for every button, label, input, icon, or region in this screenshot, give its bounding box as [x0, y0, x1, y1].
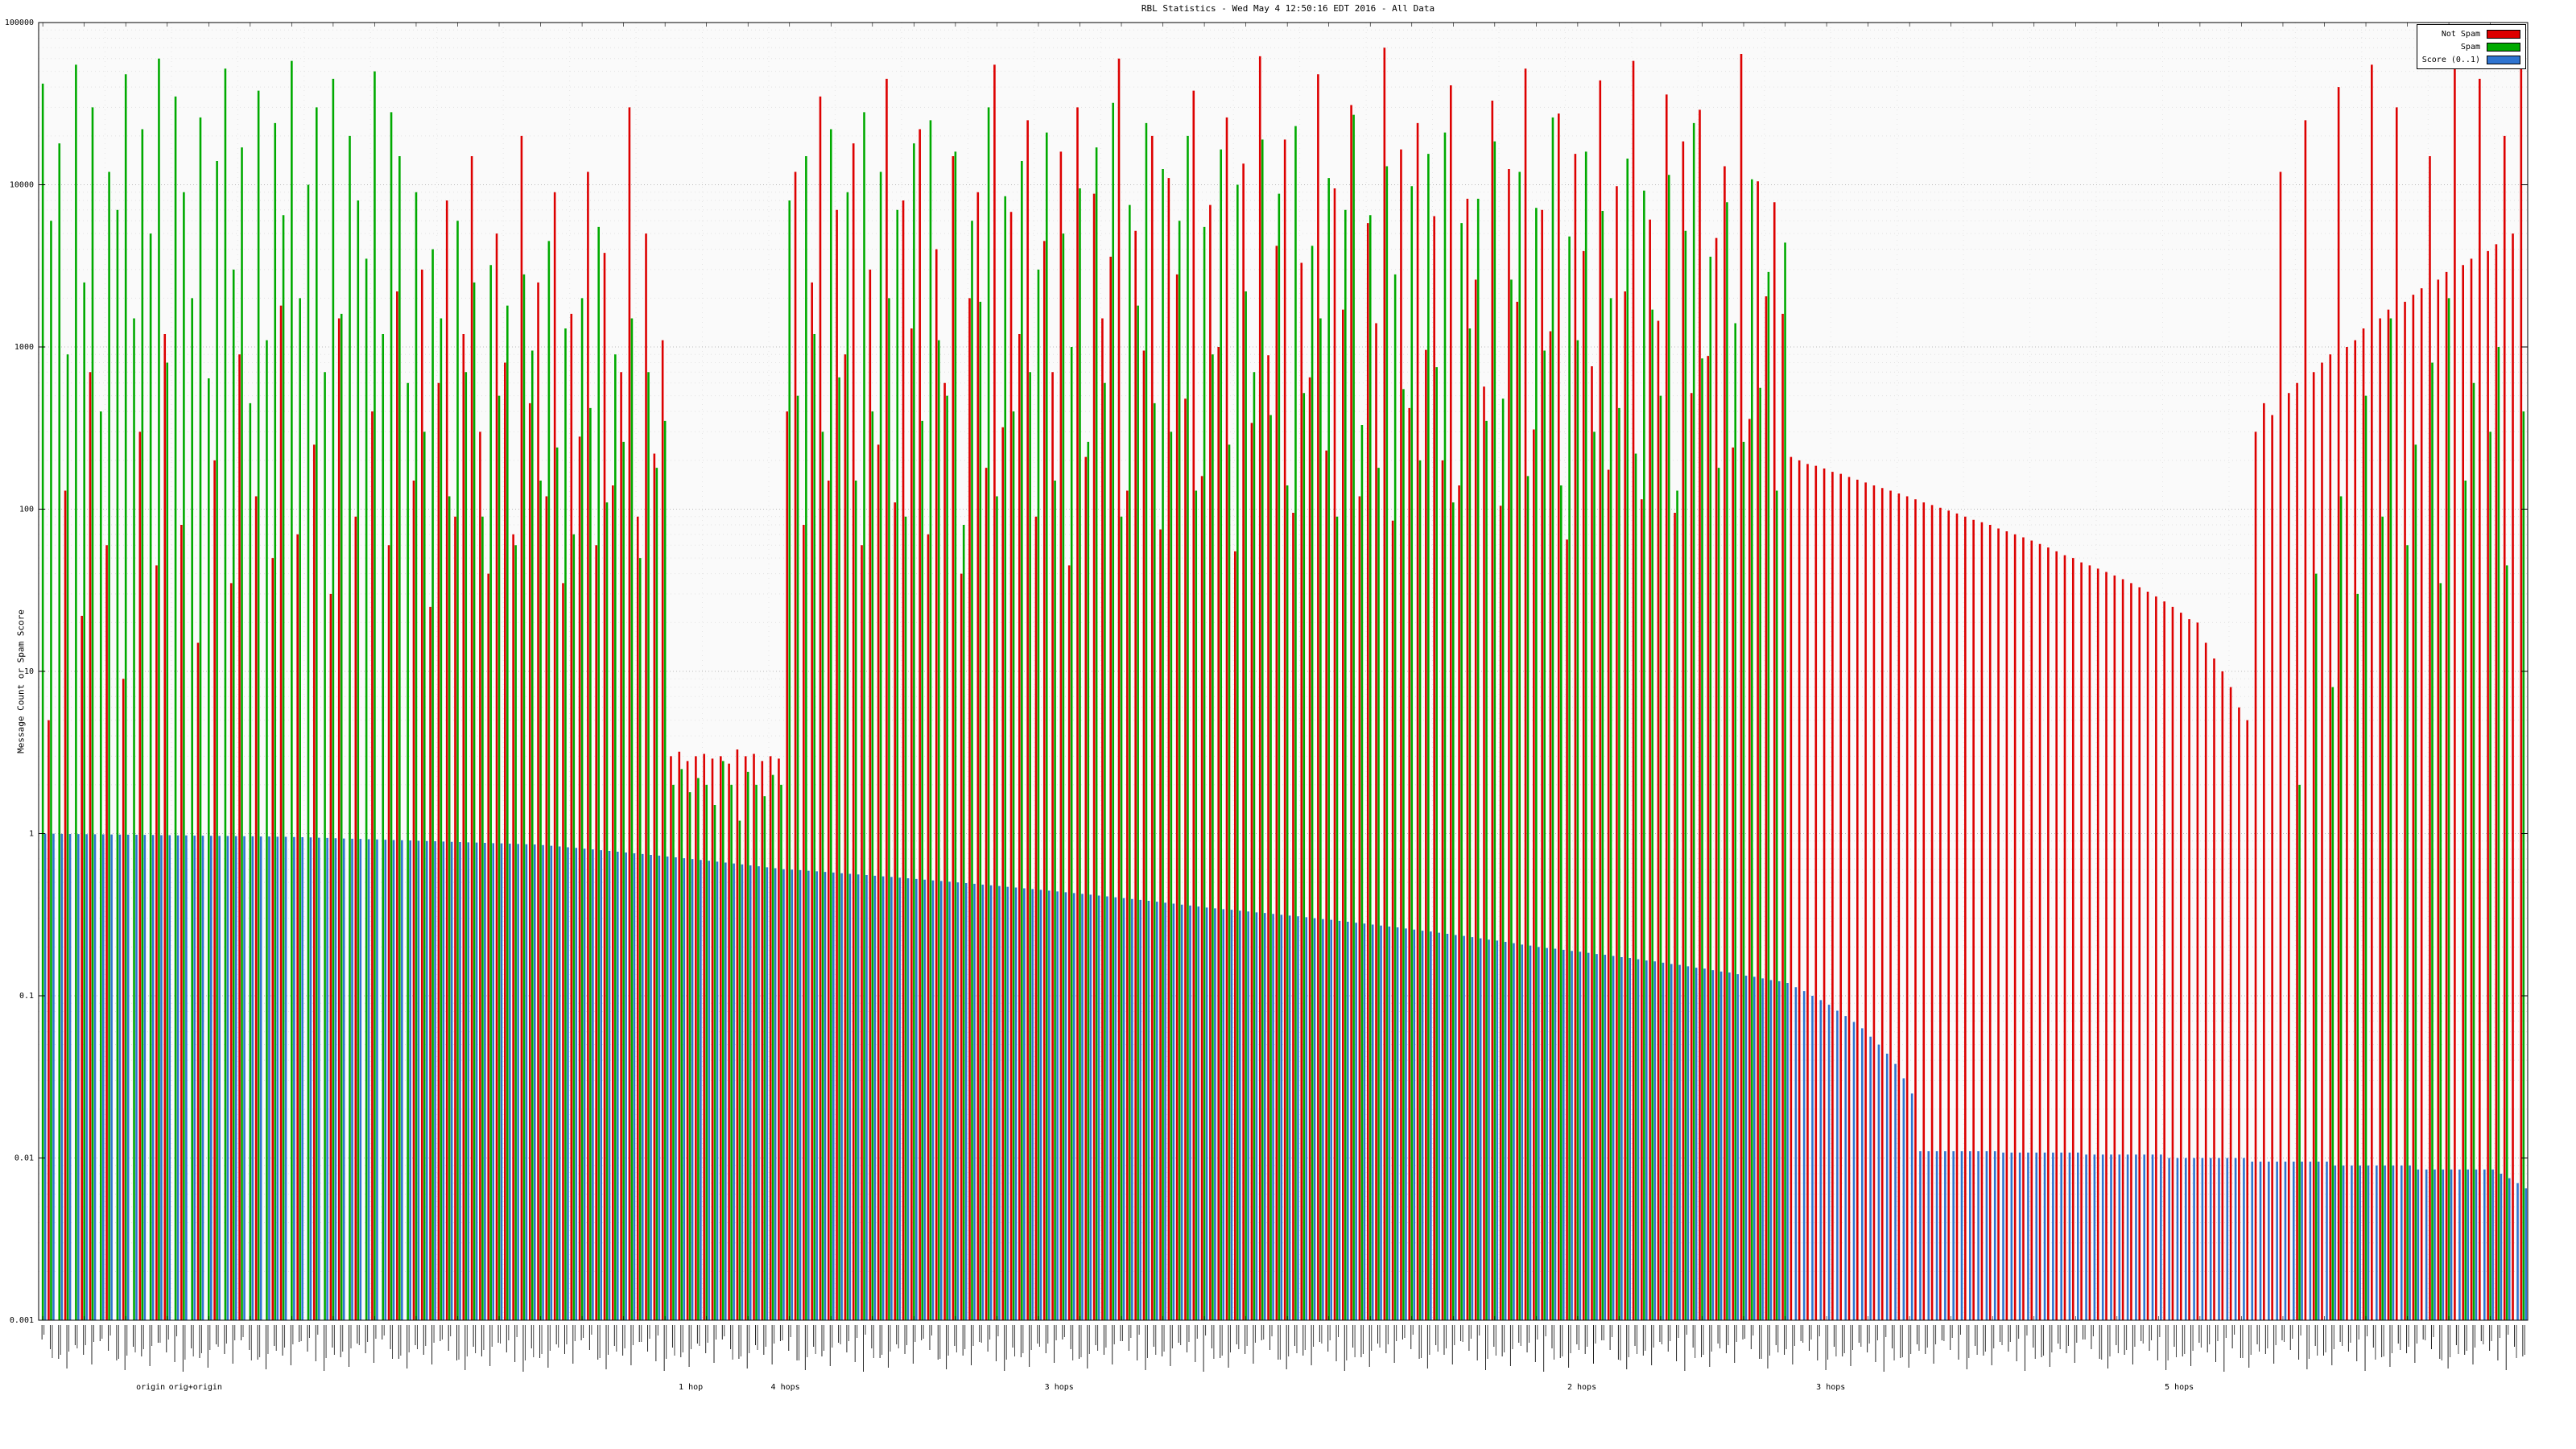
legend: Not Spam Spam Score (0..1) — [2416, 24, 2526, 69]
svg-text:2 hops: 2 hops — [1567, 1383, 1596, 1392]
legend-label-spam: Spam — [2460, 42, 2480, 52]
svg-text:5 hops: 5 hops — [2165, 1383, 2194, 1392]
svg-text:100: 100 — [19, 506, 34, 514]
bars — [41, 47, 2528, 1320]
y-axis-label: Message Count or Spam Score — [15, 609, 27, 753]
chart-title: RBL Statistics - Wed May 4 12:50:16 EDT … — [1141, 3, 1435, 14]
series-spam — [41, 58, 2525, 1320]
svg-text:origin: origin — [136, 1383, 165, 1392]
svg-text:0.01: 0.01 — [14, 1154, 34, 1163]
svg-text:10000: 10000 — [10, 181, 34, 190]
series-score-0-1- — [43, 833, 2528, 1320]
svg-text:1000: 1000 — [14, 343, 34, 352]
svg-text:3 hops: 3 hops — [1816, 1383, 1845, 1392]
svg-text:orig+origin: orig+origin — [169, 1383, 222, 1392]
legend-swatch-not-spam — [2487, 29, 2520, 39]
group-labels: origin orig+origin 1 hop 4 hops 3 hops 2 hops… — [136, 1383, 2194, 1392]
legend-item-score: Score (0..1) — [2422, 53, 2520, 66]
grid — [38, 22, 2528, 1321]
legend-label-not-spam: Not Spam — [2441, 29, 2480, 39]
svg-text:0.1: 0.1 — [19, 992, 34, 1001]
svg-text:4 hops: 4 hops — [771, 1383, 800, 1392]
series-not-spam — [47, 47, 2523, 1320]
legend-label-score: Score (0..1) — [2421, 55, 2480, 64]
svg-text:1 hop: 1 hop — [679, 1383, 703, 1392]
legend-item-not-spam: Not Spam — [2422, 27, 2520, 40]
legend-swatch-spam — [2487, 42, 2520, 52]
axes: 100000 10000 1000 100 10 1 0.1 0.01 0.001 — [5, 19, 2529, 1325]
svg-text:3 hops: 3 hops — [1045, 1383, 1074, 1392]
x-tick-labels-illegible — [41, 1325, 2525, 1372]
svg-text:10: 10 — [24, 667, 34, 676]
svg-text:0.001: 0.001 — [10, 1316, 34, 1325]
svg-text:100000: 100000 — [5, 19, 34, 27]
svg-text:1: 1 — [29, 830, 34, 839]
legend-item-spam: Spam — [2422, 40, 2520, 53]
legend-swatch-score — [2487, 55, 2520, 64]
